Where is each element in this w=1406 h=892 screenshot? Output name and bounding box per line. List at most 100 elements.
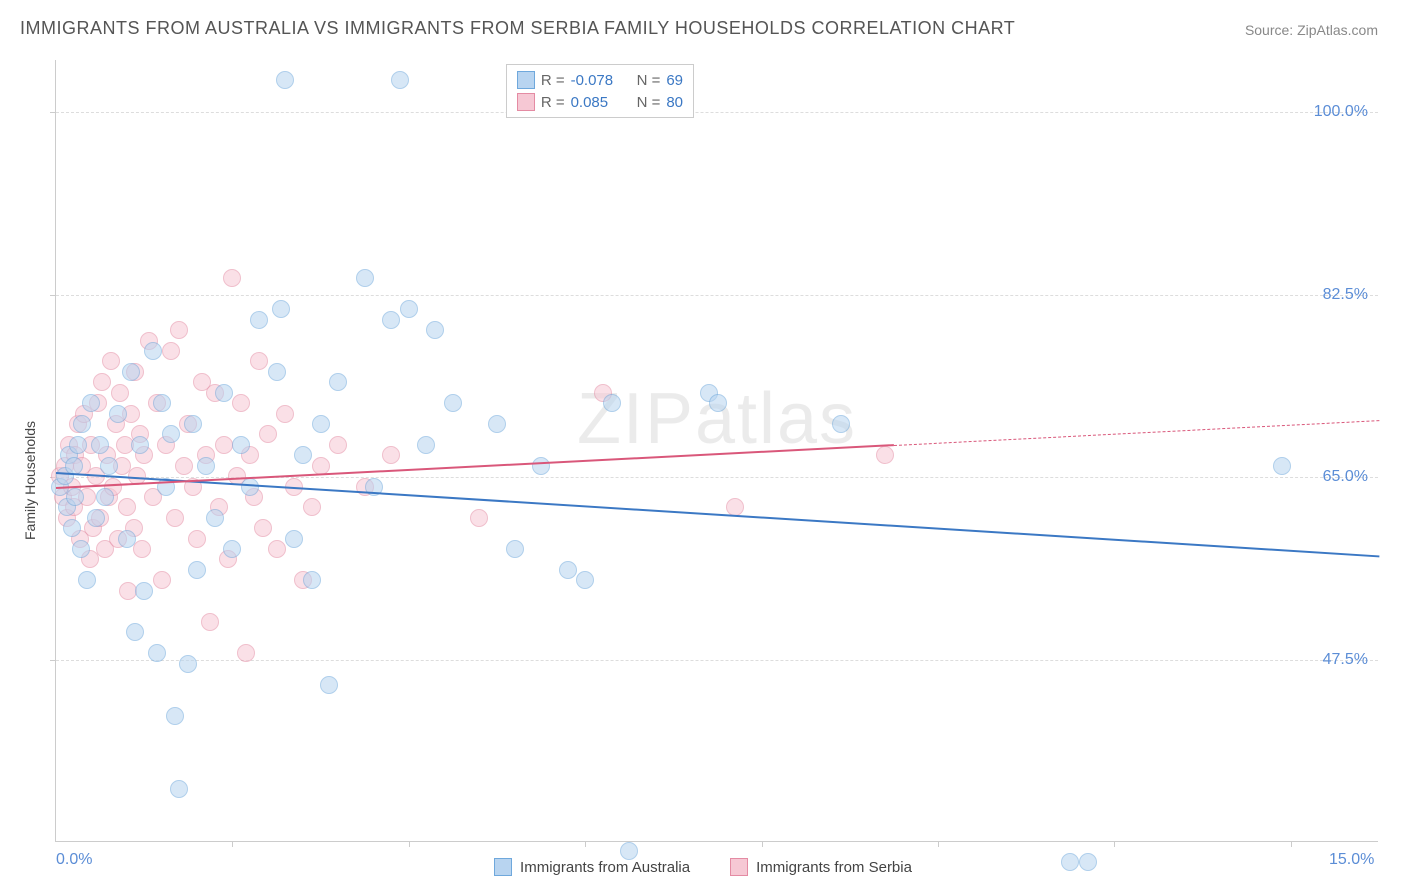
scatter-point [268,363,286,381]
scatter-point [162,342,180,360]
source-label: Source: ZipAtlas.com [1245,22,1378,38]
x-tick-mark [409,841,410,847]
scatter-point [276,405,294,423]
scatter-point [197,457,215,475]
scatter-point [215,436,233,454]
scatter-point [285,530,303,548]
trend-line-dashed [894,420,1379,446]
scatter-point [118,498,136,516]
legend-swatch [517,71,535,89]
scatter-point [72,540,90,558]
scatter-point [91,436,109,454]
legend-r-label: R = [541,94,565,111]
legend-n-label: N = [637,72,661,89]
scatter-point [188,530,206,548]
scatter-point [294,446,312,464]
series-legend: Immigrants from Australia Immigrants from… [0,858,1406,876]
y-tick-mark [50,295,56,296]
legend-n-value: 69 [666,72,683,89]
legend-item: Immigrants from Serbia [730,858,912,876]
y-tick-label: 82.5% [1323,286,1368,304]
scatter-point [96,488,114,506]
scatter-point [532,457,550,475]
legend-r-value: -0.078 [571,72,631,89]
legend-swatch [494,858,512,876]
scatter-point [78,571,96,589]
scatter-point [312,457,330,475]
scatter-point [250,352,268,370]
scatter-point [1273,457,1291,475]
scatter-point [329,436,347,454]
legend-n-label: N = [637,94,661,111]
scatter-point [603,394,621,412]
x-tick-mark [1114,841,1115,847]
scatter-point [144,342,162,360]
legend-r-label: R = [541,72,565,89]
scatter-point [391,71,409,89]
scatter-point [237,644,255,662]
y-tick-mark [50,112,56,113]
x-tick-mark [585,841,586,847]
scatter-point [118,530,136,548]
legend-row: R = -0.078 N = 69 [517,69,683,91]
legend-swatch [730,858,748,876]
x-tick-mark [762,841,763,847]
scatter-point [559,561,577,579]
scatter-point [400,300,418,318]
scatter-point [488,415,506,433]
y-axis-label: Family Households [22,421,38,540]
scatter-point [470,509,488,527]
legend-row: R = 0.085N = 80 [517,91,683,113]
scatter-point [382,446,400,464]
scatter-point [320,676,338,694]
legend-series-name: Immigrants from Australia [520,859,690,876]
scatter-point [87,509,105,527]
scatter-point [303,498,321,516]
scatter-point [832,415,850,433]
scatter-point [356,269,374,287]
scatter-point [312,415,330,433]
scatter-point [100,457,118,475]
scatter-point [259,425,277,443]
scatter-point [170,780,188,798]
scatter-point [184,415,202,433]
scatter-point [135,582,153,600]
legend-item: Immigrants from Australia [494,858,690,876]
scatter-point [329,373,347,391]
x-tick-mark [1291,841,1292,847]
scatter-point [206,509,224,527]
y-tick-label: 47.5% [1323,651,1368,669]
x-tick-mark [938,841,939,847]
scatter-point [276,71,294,89]
scatter-point [63,519,81,537]
scatter-point [382,311,400,329]
gridline [56,112,1378,113]
scatter-point [111,384,129,402]
scatter-point [250,311,268,329]
scatter-point [876,446,894,464]
scatter-point [223,540,241,558]
legend-r-value: 0.085 [571,94,631,111]
scatter-point [215,384,233,402]
gridline [56,295,1378,296]
scatter-point [148,644,166,662]
scatter-point [444,394,462,412]
gridline [56,660,1378,661]
scatter-point [166,509,184,527]
scatter-point [417,436,435,454]
scatter-point [162,425,180,443]
y-tick-mark [50,660,56,661]
scatter-point [122,363,140,381]
scatter-point [66,488,84,506]
y-tick-label: 100.0% [1314,103,1368,121]
scatter-point [268,540,286,558]
x-tick-mark [232,841,233,847]
scatter-point [303,571,321,589]
scatter-point [223,269,241,287]
plot-area: ZIPatlas 47.5%65.0%82.5%100.0%0.0%15.0%R… [55,60,1378,842]
scatter-point [82,394,100,412]
scatter-point [188,561,206,579]
scatter-point [175,457,193,475]
scatter-point [131,436,149,454]
scatter-point [109,405,127,423]
